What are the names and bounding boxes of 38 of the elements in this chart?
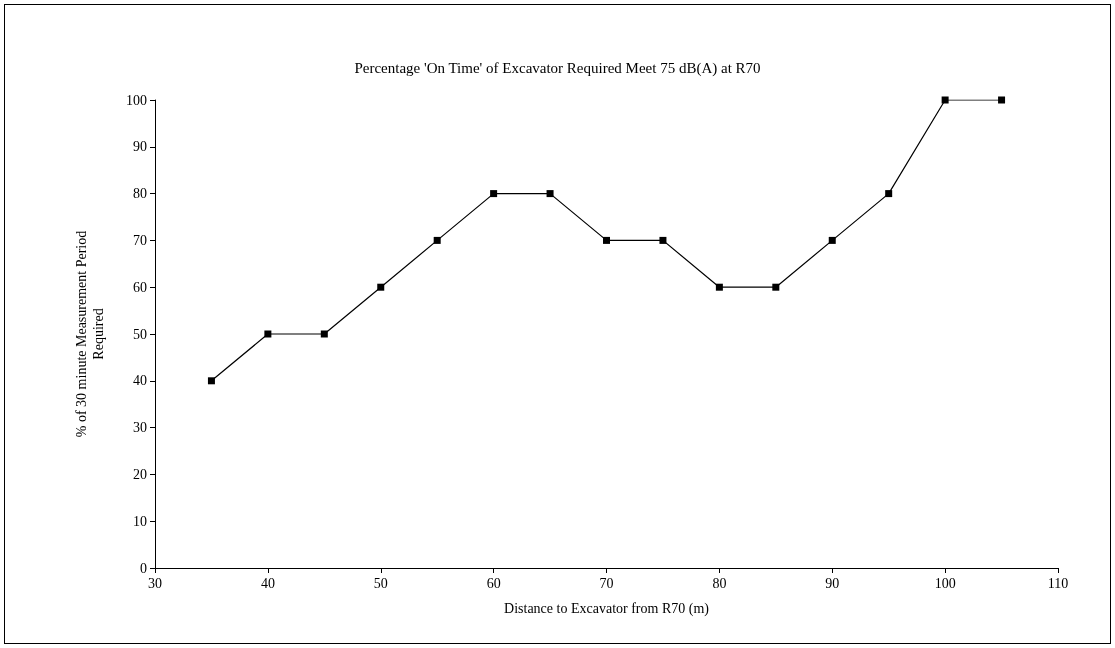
x-tick-label: 50 [373,575,388,591]
y-tick-label: 0 [140,560,147,576]
y-tick-label: 30 [133,420,147,436]
point [885,190,893,198]
point [207,377,215,385]
y-tick-label: 100 [126,92,147,108]
y-tick-label: 10 [133,513,147,529]
y-tick-label: 60 [133,279,147,295]
point [998,96,1006,104]
x-tick-label: 100 [934,575,956,591]
point [659,236,667,244]
x-tick-label: 110 [1047,575,1069,591]
x-axis-title: Distance to Excavator from R70 (m) [504,601,710,617]
point [828,236,836,244]
y-tick-label: 20 [133,466,147,482]
point [941,96,949,104]
point [546,190,554,198]
x-tick-label: 60 [486,575,501,591]
x-tick-label: 70 [599,575,614,591]
point [490,190,498,198]
x-tick-label: 80 [712,575,727,591]
y-tick-label: 50 [133,326,147,342]
y-tick-label: 40 [133,373,147,389]
point [715,283,723,291]
point [772,283,780,291]
point [264,330,272,338]
point [320,330,328,338]
x-tick-label: 30 [148,575,162,591]
x-tick-label: 90 [825,575,840,591]
y-tick-label: 80 [133,186,147,202]
point [433,236,441,244]
point [603,236,610,244]
point [377,283,385,291]
chart-title: Percentage 'On Time' of Excavator Required Meet 75 dB(A) at R70 [354,59,761,77]
y-axis-title: % of 30 minute Measurement Period Required [74,230,106,438]
x-tick-label: 40 [260,575,275,591]
y-tick-label: 70 [133,232,147,248]
y-tick-label: 90 [133,139,147,155]
